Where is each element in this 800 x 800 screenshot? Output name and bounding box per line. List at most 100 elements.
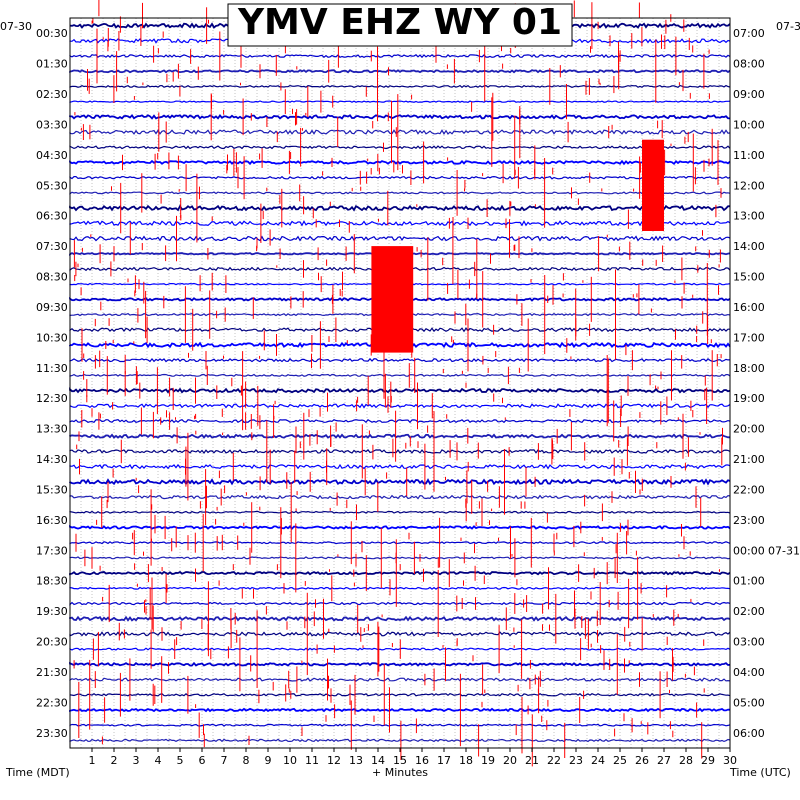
left-time-label: 08:30 bbox=[36, 271, 68, 284]
left-time-label: 04:30 bbox=[36, 149, 68, 162]
x-tick-label: 12 bbox=[327, 754, 341, 767]
left-time-label: 16:30 bbox=[36, 514, 68, 527]
x-tick-label: 29 bbox=[701, 754, 715, 767]
chart-title: YMV EHZ WY 01 bbox=[237, 2, 562, 43]
trace-row bbox=[69, 84, 731, 89]
x-tick-label: 18 bbox=[459, 754, 473, 767]
right-time-label: 12:00 bbox=[733, 179, 765, 192]
x-tick-label: 17 bbox=[437, 754, 451, 767]
chart-title-box: YMV EHZ WY 01 bbox=[227, 2, 573, 47]
left-time-label: 14:30 bbox=[36, 453, 68, 466]
x-axis-label: + Minutes bbox=[372, 766, 428, 779]
x-tick-label: 23 bbox=[569, 754, 583, 767]
x-tick-label: 7 bbox=[221, 754, 228, 767]
trace-row bbox=[69, 191, 731, 195]
right-time-label: 02:00 bbox=[733, 605, 765, 618]
trace-row bbox=[69, 235, 731, 242]
right-time-label: 11:00 bbox=[733, 149, 765, 162]
x-tick-label: 22 bbox=[547, 754, 561, 767]
x-tick-label: 5 bbox=[177, 754, 184, 767]
left-time-label: 07:30 bbox=[36, 240, 68, 253]
right-time-label: 10:00 bbox=[733, 119, 765, 132]
trace-row bbox=[69, 129, 731, 135]
right-time-label: 04:00 bbox=[733, 666, 765, 679]
trace-row bbox=[69, 707, 731, 713]
trace-row bbox=[69, 100, 731, 103]
trace-row bbox=[69, 601, 731, 606]
trace-row bbox=[69, 433, 730, 440]
right-axis-label: Time (UTC) bbox=[729, 766, 791, 779]
trace-row bbox=[69, 615, 731, 622]
trace-row bbox=[69, 357, 731, 363]
left-time-label: 03:30 bbox=[36, 119, 68, 132]
trace-row bbox=[69, 387, 731, 394]
saturated-event-block bbox=[371, 246, 414, 353]
x-tick-label: 27 bbox=[657, 754, 671, 767]
event-layer bbox=[73, 0, 723, 767]
trace-row bbox=[69, 586, 731, 590]
trace-row bbox=[69, 677, 731, 682]
left-time-label: 23:30 bbox=[36, 727, 68, 740]
trace-row bbox=[69, 448, 731, 454]
right-time-label: 13:00 bbox=[733, 210, 765, 223]
trace-row bbox=[69, 647, 731, 651]
left-time-label: 21:30 bbox=[36, 666, 68, 679]
right-time-label: 09:00 bbox=[733, 88, 765, 101]
trace-row bbox=[69, 204, 731, 212]
x-tick-label: 26 bbox=[635, 754, 649, 767]
trace-row bbox=[69, 113, 731, 120]
right-time-label: 15:00 bbox=[733, 271, 765, 284]
x-tick-label: 19 bbox=[481, 754, 495, 767]
x-tick-label: 20 bbox=[503, 754, 517, 767]
right-time-label: 01:00 bbox=[733, 575, 765, 588]
x-tick-label: 13 bbox=[349, 754, 363, 767]
trace-row bbox=[69, 510, 731, 514]
x-tick-label: 24 bbox=[591, 754, 605, 767]
trace-row bbox=[69, 541, 731, 545]
trace-row bbox=[69, 723, 731, 727]
right-time-label: 21:00 bbox=[733, 453, 765, 466]
trace-row bbox=[69, 478, 731, 486]
right-time-label: 07:00 bbox=[733, 27, 765, 40]
right-time-label: 22:00 bbox=[733, 484, 765, 497]
x-tick-label: 2 bbox=[111, 754, 118, 767]
x-tick-label: 28 bbox=[679, 754, 693, 767]
saturated-event-block bbox=[642, 139, 664, 231]
right-time-label: 23:00 bbox=[733, 514, 765, 527]
left-time-label: 13:30 bbox=[36, 423, 68, 436]
x-tick-label: 16 bbox=[415, 754, 429, 767]
left-axis-label: Time (MDT) bbox=[5, 766, 70, 779]
right-time-label: 00:00 bbox=[733, 544, 765, 557]
right-time-label: 03:00 bbox=[733, 636, 765, 649]
right-time-label: 18:00 bbox=[733, 362, 765, 375]
right-time-label: 05:00 bbox=[733, 696, 765, 709]
trace-row bbox=[69, 403, 731, 409]
left-time-label: 00:30 bbox=[36, 27, 68, 40]
trace-row bbox=[69, 661, 731, 667]
x-tick-label: 14 bbox=[371, 754, 385, 767]
left-date-label: 07-30 bbox=[0, 20, 32, 33]
left-time-label: 17:30 bbox=[36, 544, 68, 557]
right-time-label: 14:00 bbox=[733, 240, 765, 253]
trace-row bbox=[69, 556, 731, 560]
left-time-label: 01:30 bbox=[36, 58, 68, 71]
right-time-label: 08:00 bbox=[733, 58, 765, 71]
trace-row bbox=[69, 494, 731, 500]
right-time-label: 16:00 bbox=[733, 301, 765, 314]
left-time-label: 19:30 bbox=[36, 605, 68, 618]
trace-row bbox=[69, 738, 731, 743]
x-tick-label: 21 bbox=[525, 754, 539, 767]
right-date-change-label: 07-31 bbox=[768, 544, 800, 557]
trace-row bbox=[69, 463, 731, 470]
left-time-label: 11:30 bbox=[36, 362, 68, 375]
x-tick-label: 8 bbox=[243, 754, 250, 767]
left-time-label: 18:30 bbox=[36, 575, 68, 588]
right-time-label: 19:00 bbox=[733, 392, 765, 405]
trace-row bbox=[69, 570, 731, 576]
x-tick-label: 15 bbox=[393, 754, 407, 767]
trace-row bbox=[69, 145, 731, 150]
right-date-label-top: 07-30 bbox=[776, 20, 800, 33]
left-time-label: 12:30 bbox=[36, 392, 68, 405]
left-time-label: 22:30 bbox=[36, 696, 68, 709]
